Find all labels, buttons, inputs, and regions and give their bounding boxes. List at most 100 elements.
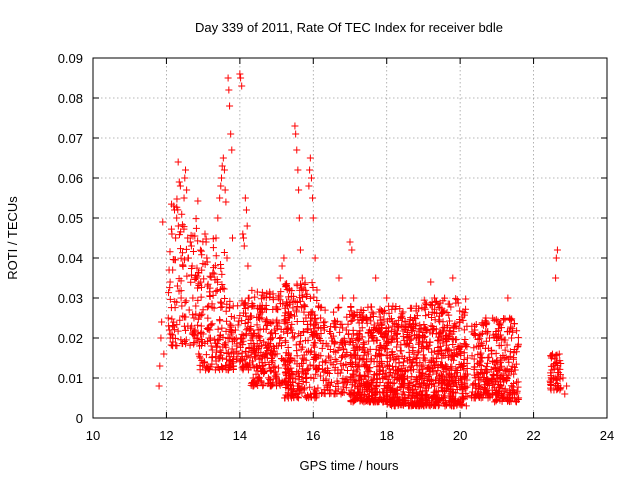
data-point <box>500 378 508 386</box>
data-point <box>395 316 403 324</box>
data-point <box>199 260 207 268</box>
data-point <box>495 327 503 335</box>
data-point <box>384 339 392 347</box>
data-point <box>383 334 391 342</box>
data-point <box>440 392 448 400</box>
data-point <box>420 402 428 410</box>
data-point <box>437 309 445 317</box>
data-point <box>505 393 513 401</box>
data-point <box>269 305 277 313</box>
data-point <box>426 364 434 372</box>
data-point <box>276 274 284 282</box>
data-point <box>457 401 465 409</box>
data-point <box>317 337 325 345</box>
data-point <box>216 194 224 202</box>
data-point <box>548 350 556 358</box>
chart-title: Day 339 of 2011, Rate Of TEC Index for r… <box>195 20 503 35</box>
data-point <box>431 316 439 324</box>
data-point <box>260 338 268 346</box>
data-point <box>330 320 338 328</box>
data-point <box>496 365 504 373</box>
data-point <box>192 224 200 232</box>
data-point <box>398 314 406 322</box>
data-point <box>247 326 255 334</box>
data-point <box>334 304 342 312</box>
data-point <box>282 281 290 289</box>
data-point <box>352 354 360 362</box>
data-point <box>309 283 317 291</box>
data-point <box>187 242 195 250</box>
data-point <box>504 294 512 302</box>
data-point <box>453 296 461 304</box>
data-point <box>222 343 230 351</box>
data-point <box>427 381 435 389</box>
data-point <box>175 178 183 186</box>
data-point <box>236 312 244 320</box>
data-point <box>346 390 354 398</box>
data-point <box>317 324 325 332</box>
data-point <box>361 373 369 381</box>
data-point <box>393 330 401 338</box>
data-point <box>407 335 415 343</box>
data-point <box>408 373 416 381</box>
data-point <box>301 279 309 287</box>
data-point <box>195 342 203 350</box>
data-point <box>338 320 346 328</box>
data-point <box>295 372 303 380</box>
data-point <box>315 361 323 369</box>
data-point <box>218 174 225 182</box>
grid <box>93 58 607 418</box>
data-point <box>321 367 329 375</box>
data-point <box>362 361 370 369</box>
data-point <box>563 382 571 390</box>
data-point <box>293 282 301 290</box>
data-point <box>511 366 519 374</box>
data-point <box>423 391 431 399</box>
data-point <box>294 166 302 174</box>
data-point <box>293 303 301 311</box>
data-point <box>218 324 226 332</box>
data-point <box>495 342 503 350</box>
data-point <box>350 294 358 302</box>
data-point <box>197 322 205 330</box>
data-point <box>192 310 200 318</box>
data-point <box>349 396 357 404</box>
data-point <box>457 380 465 388</box>
data-point <box>234 350 242 358</box>
data-point <box>420 333 428 341</box>
data-point <box>295 186 303 194</box>
data-point <box>394 366 402 374</box>
data-point <box>388 362 396 370</box>
data-point <box>428 358 436 366</box>
data-point <box>304 347 312 355</box>
data-point <box>318 344 326 352</box>
data-point <box>302 356 310 364</box>
data-point <box>473 369 481 377</box>
data-point <box>427 313 435 321</box>
data-point <box>468 322 476 330</box>
data-point <box>230 362 238 370</box>
data-point <box>181 256 189 264</box>
data-point <box>229 234 237 242</box>
data-point <box>339 345 347 353</box>
data-point <box>349 373 357 381</box>
data-point <box>325 369 333 377</box>
data-point <box>476 382 484 390</box>
data-point <box>412 334 420 342</box>
data-point <box>338 354 346 362</box>
data-point <box>171 298 179 306</box>
data-point <box>231 326 239 334</box>
data-point <box>191 276 199 284</box>
data-point <box>456 318 464 326</box>
data-point <box>384 379 392 387</box>
data-point <box>366 398 374 406</box>
data-point <box>483 369 490 377</box>
data-point <box>367 357 375 365</box>
data-point <box>324 342 332 350</box>
data-point <box>373 375 381 383</box>
data-point <box>300 302 308 310</box>
data-point <box>307 317 315 325</box>
data-point <box>285 314 293 322</box>
data-point <box>299 343 307 351</box>
data-point <box>501 346 509 354</box>
